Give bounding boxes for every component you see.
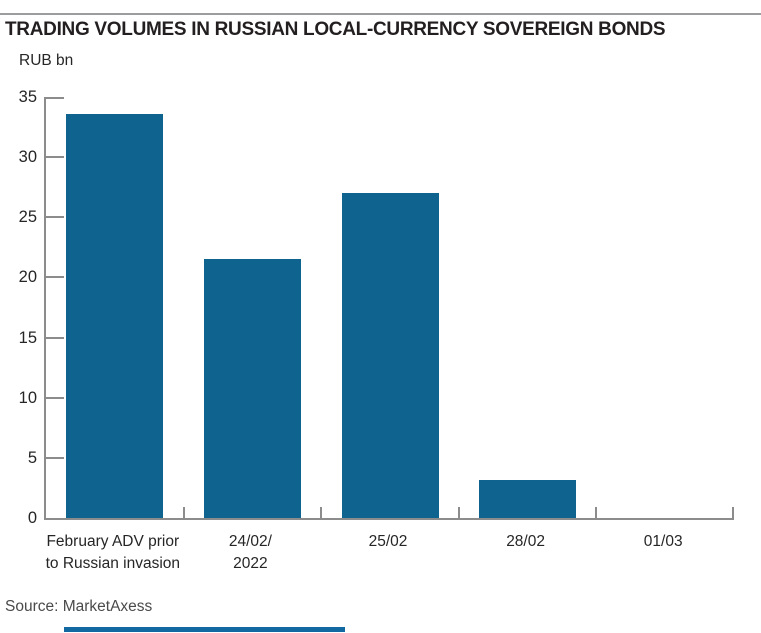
y-axis-tick	[46, 276, 64, 279]
x-axis-label-line: 24/02/	[228, 533, 272, 550]
source-label: Source: MarketAxess	[5, 598, 153, 615]
y-axis-label: 10	[18, 388, 37, 407]
bar	[66, 113, 164, 518]
chart-title: TRADING VOLUMES IN RUSSIAN LOCAL-CURRENC…	[5, 19, 666, 40]
y-axis: 0 5 10 15 20 25 30 35	[0, 88, 37, 527]
top-rule-divider	[0, 13, 761, 15]
y-axis-label: 35	[18, 88, 37, 106]
plot-area	[44, 97, 734, 520]
x-axis-tick	[595, 507, 598, 518]
y-axis-label: 5	[27, 448, 37, 467]
x-axis-label-line: 28/02	[506, 533, 545, 550]
x-axis-tick	[182, 507, 185, 518]
y-axis-tick	[46, 156, 64, 159]
y-axis-unit-label: RUB bn	[19, 52, 74, 69]
x-axis-label-line: 25/02	[368, 533, 408, 550]
x-axis: February ADV prior to Russian invasion 24/…	[44, 531, 734, 583]
y-axis-tick	[46, 97, 64, 99]
x-axis-tick	[457, 507, 460, 518]
x-axis-label: 28/02	[441, 531, 611, 553]
x-axis-label-line: 01/03	[643, 533, 683, 550]
x-axis-label: February ADV prior to Russian invasion	[28, 531, 198, 575]
x-axis-label: 24/02/2022	[165, 531, 335, 575]
y-axis-label: 0	[27, 509, 37, 527]
y-axis-tick	[46, 396, 64, 399]
y-axis-label: 25	[18, 208, 37, 227]
bottom-accent-bar	[64, 627, 345, 632]
bar	[479, 479, 577, 518]
y-axis-label: 30	[18, 148, 37, 167]
y-axis-label: 15	[18, 328, 37, 347]
y-axis-label: 20	[18, 268, 37, 287]
x-axis-label-line: to Russian invasion	[45, 555, 181, 572]
bar	[341, 193, 439, 518]
y-axis-tick	[46, 456, 64, 459]
x-axis-tick	[732, 507, 734, 518]
y-axis-tick	[46, 216, 64, 219]
x-axis-label: 25/02	[303, 531, 473, 553]
x-axis-label-line: 2022	[233, 555, 268, 572]
x-axis-label-line: February ADV prior	[46, 533, 180, 550]
y-axis-tick	[46, 336, 64, 339]
x-axis-label: 01/03	[578, 531, 748, 553]
x-axis-tick	[320, 507, 323, 518]
bar	[203, 259, 301, 518]
